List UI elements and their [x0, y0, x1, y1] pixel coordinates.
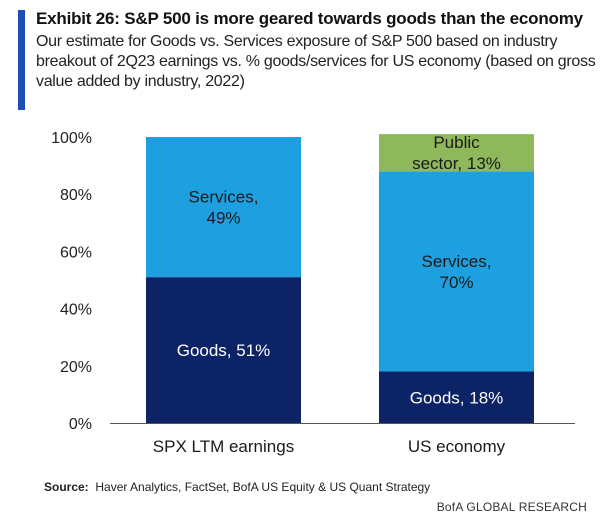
y-tick-label: 80%	[60, 187, 92, 204]
y-tick-label: 100%	[51, 130, 92, 147]
data-label: Services, 70%	[422, 252, 492, 292]
bar-segment-public	[379, 134, 534, 172]
x-category-label: US economy	[408, 437, 506, 456]
accent-bar	[18, 10, 25, 110]
data-label: Public sector, 13%	[412, 133, 501, 173]
brand-label: BofA GLOBAL RESEARCH	[436, 500, 587, 514]
source-note: Source: Haver Analytics, FactSet, BofA U…	[44, 480, 430, 494]
data-label: Goods, 51%	[177, 341, 271, 360]
x-category-label: SPX LTM earnings	[153, 437, 294, 456]
y-tick-label: 60%	[60, 244, 92, 261]
data-label: Services, 49%	[189, 188, 259, 228]
bar-segment-services	[146, 137, 301, 278]
bar-segment-goods	[379, 371, 534, 423]
y-tick-label: 40%	[60, 302, 92, 319]
chart-title: Exhibit 26: S&P 500 is more geared towar…	[36, 9, 583, 28]
source-text: Haver Analytics, FactSet, BofA US Equity…	[95, 480, 431, 494]
y-tick-label: 0%	[69, 416, 92, 433]
chart-subtitle: Our estimate for Goods vs. Services expo…	[36, 33, 596, 90]
bar-segment-services	[379, 171, 534, 372]
bar-segment-goods	[146, 277, 301, 423]
y-tick-label: 20%	[60, 359, 92, 376]
data-label: Goods, 18%	[410, 388, 504, 407]
source-label: Source:	[44, 480, 89, 494]
